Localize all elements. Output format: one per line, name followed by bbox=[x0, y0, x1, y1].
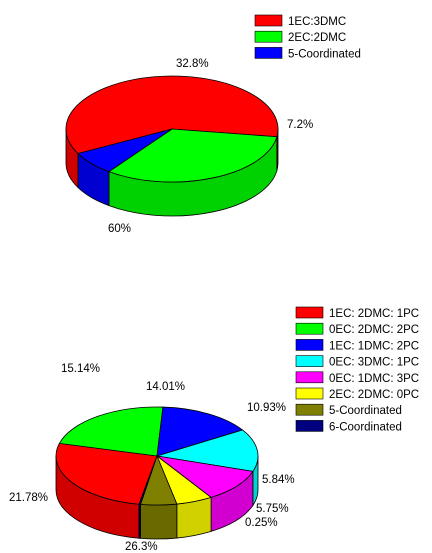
legend-label-5-coordinated: 5-Coordinated bbox=[288, 48, 361, 60]
pct-label-2ec-2dmc: 32.8% bbox=[176, 58, 209, 70]
legend-swatch-0ec-1dmc-3pc bbox=[295, 371, 324, 384]
pie-slice-1ec-1dmc-2pc bbox=[156, 406, 244, 457]
pie-slice-0ec-1dmc-3pc bbox=[156, 455, 254, 498]
pie-chart-coordination-1: 60% 32.8% 7.2% 1EC:3DMC 2EC:2DMC 5-Coordinate… bbox=[65, 14, 361, 235]
pct-label-1ec-1dmc-2pc: 15.14% bbox=[61, 363, 100, 375]
legend-swatch-2ec-2dmc bbox=[254, 30, 283, 43]
legend-swatch-6-coordinated bbox=[295, 420, 324, 432]
pct-label-5-coordinated: 5.75% bbox=[256, 503, 289, 515]
legend-label-5-coordinated: 5-Coordinated bbox=[329, 405, 402, 417]
pie-side-5-coordinated bbox=[140, 503, 178, 540]
pie-side-6-coordinated bbox=[138, 503, 141, 539]
legend-swatch-2ec-2dmc-0pc bbox=[295, 387, 324, 400]
pie-slice-6-coordinated bbox=[138, 455, 158, 505]
pct-label-2ec-2dmc-0pc: 5.84% bbox=[262, 474, 295, 486]
legend-swatch-1ec-3dmc bbox=[254, 14, 283, 27]
pie-chart-coordination-2: 26.3% 21.78% 15.14% 14.01% 10.93% 5.84% 5.75% 0… bbox=[9, 306, 419, 553]
pie-slice-1ec-2dmc-1pc bbox=[55, 442, 158, 505]
pie-slice-0ec-3dmc-1pc bbox=[156, 429, 259, 472]
pie-slice-1ec-3dmc bbox=[65, 75, 279, 154]
pie-slice-2ec-2dmc bbox=[108, 128, 278, 183]
pct-label-0ec-2dmc-2pc: 21.78% bbox=[9, 492, 48, 504]
legend-label-1ec-1dmc-2pc: 1EC: 1DMC: 2PC bbox=[329, 340, 419, 352]
legend-label-0ec-1dmc-3pc: 0EC: 1DMC: 3PC bbox=[329, 373, 419, 385]
legend-swatch-5-coordinated bbox=[254, 47, 283, 59]
legend-swatch-0ec-3dmc-1pc bbox=[295, 355, 324, 367]
legend-label-0ec-3dmc-1pc: 0EC: 3DMC: 1PC bbox=[329, 357, 419, 369]
legend-label-6-coordinated: 6-Coordinated bbox=[329, 421, 402, 433]
pct-label-0ec-3dmc-1pc: 14.01% bbox=[146, 381, 185, 393]
pct-label-5-coordinated: 7.2% bbox=[287, 119, 313, 131]
pct-label-1ec-3dmc: 60% bbox=[108, 223, 131, 235]
pie-slice-0ec-2dmc-2pc bbox=[58, 406, 164, 457]
legend-swatch-5-coordinated bbox=[295, 403, 324, 416]
legend-label-2ec-2dmc-0pc: 2EC: 2DMC: 0PC bbox=[329, 389, 419, 401]
legend-label-1ec-2dmc-1pc: 1EC: 2DMC: 1PC bbox=[329, 308, 419, 320]
legend-label-2ec-2dmc: 2EC:2DMC bbox=[288, 32, 346, 44]
legend-swatch-1ec-2dmc-1pc bbox=[295, 306, 324, 319]
legend-label-0ec-2dmc-2pc: 0EC: 2DMC: 2PC bbox=[329, 324, 419, 336]
pie-slice-5-coordinated bbox=[77, 128, 173, 173]
legend-swatch-1ec-1dmc-2pc bbox=[295, 339, 324, 351]
legend-label-1ec-3dmc: 1EC:3DMC bbox=[288, 16, 346, 28]
legend-swatch-0ec-2dmc-2pc bbox=[295, 322, 324, 335]
pct-label-6-coordinated: 0.25% bbox=[245, 517, 278, 529]
pct-label-0ec-1dmc-3pc: 10.93% bbox=[247, 402, 286, 414]
pct-label-1ec-2dmc-1pc: 26.3% bbox=[125, 541, 158, 553]
